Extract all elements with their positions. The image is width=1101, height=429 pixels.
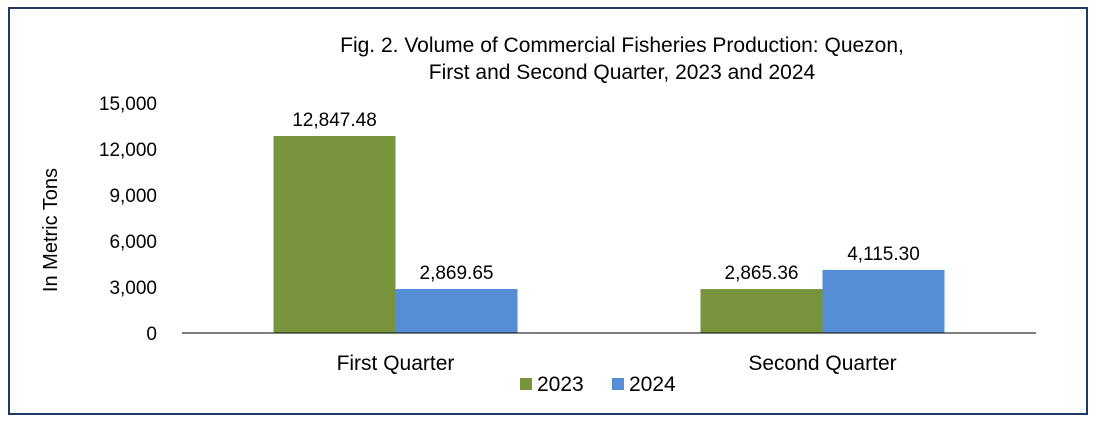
bar-group: [273, 136, 945, 333]
data-label-2023-2: 2,865.36: [725, 263, 799, 284]
bar-2024-2: [822, 269, 945, 333]
y-tick-label: 6,000: [109, 232, 157, 253]
data-label-2024-2: 4,115.30: [847, 244, 920, 265]
y-tick-group: 0 3,000 6,000 9,000 12,000 15,000: [99, 94, 157, 345]
legend-label-2024: 2024: [629, 373, 676, 396]
y-tick-label: 3,000: [109, 278, 157, 299]
y-tick-label: 9,000: [109, 186, 157, 207]
legend-swatch-2024: [612, 378, 624, 390]
y-tick-label: 15,000: [99, 94, 157, 115]
chart-frame: [8, 7, 1088, 415]
legend-label-2023: 2023: [537, 373, 584, 396]
data-label-2023-1: 12,847.48: [292, 110, 377, 131]
bar-2024-1: [395, 288, 518, 333]
y-tick-label: 0: [146, 324, 157, 345]
bar-2023-2: [700, 289, 823, 333]
chart-title-line-1: Fig. 2. Volume of Commercial Fisheries P…: [340, 34, 904, 57]
y-axis-label: In Metric Tons: [40, 168, 62, 292]
category-label: Second Quarter: [748, 352, 896, 375]
data-label-group: 12,847.48 2,869.65 2,865.36 4,115.30: [292, 110, 920, 284]
y-tick-label: 12,000: [99, 140, 157, 161]
chart-title-line-2: First and Second Quarter, 2023 and 2024: [429, 61, 816, 84]
bar-2023-1: [273, 136, 396, 333]
category-label-group: First Quarter Second Quarter: [337, 352, 897, 375]
data-label-2024-1: 2,869.65: [420, 263, 494, 284]
legend-swatch-2023: [520, 378, 532, 390]
category-label: First Quarter: [337, 352, 455, 375]
legend: 2023 2024: [520, 373, 676, 396]
